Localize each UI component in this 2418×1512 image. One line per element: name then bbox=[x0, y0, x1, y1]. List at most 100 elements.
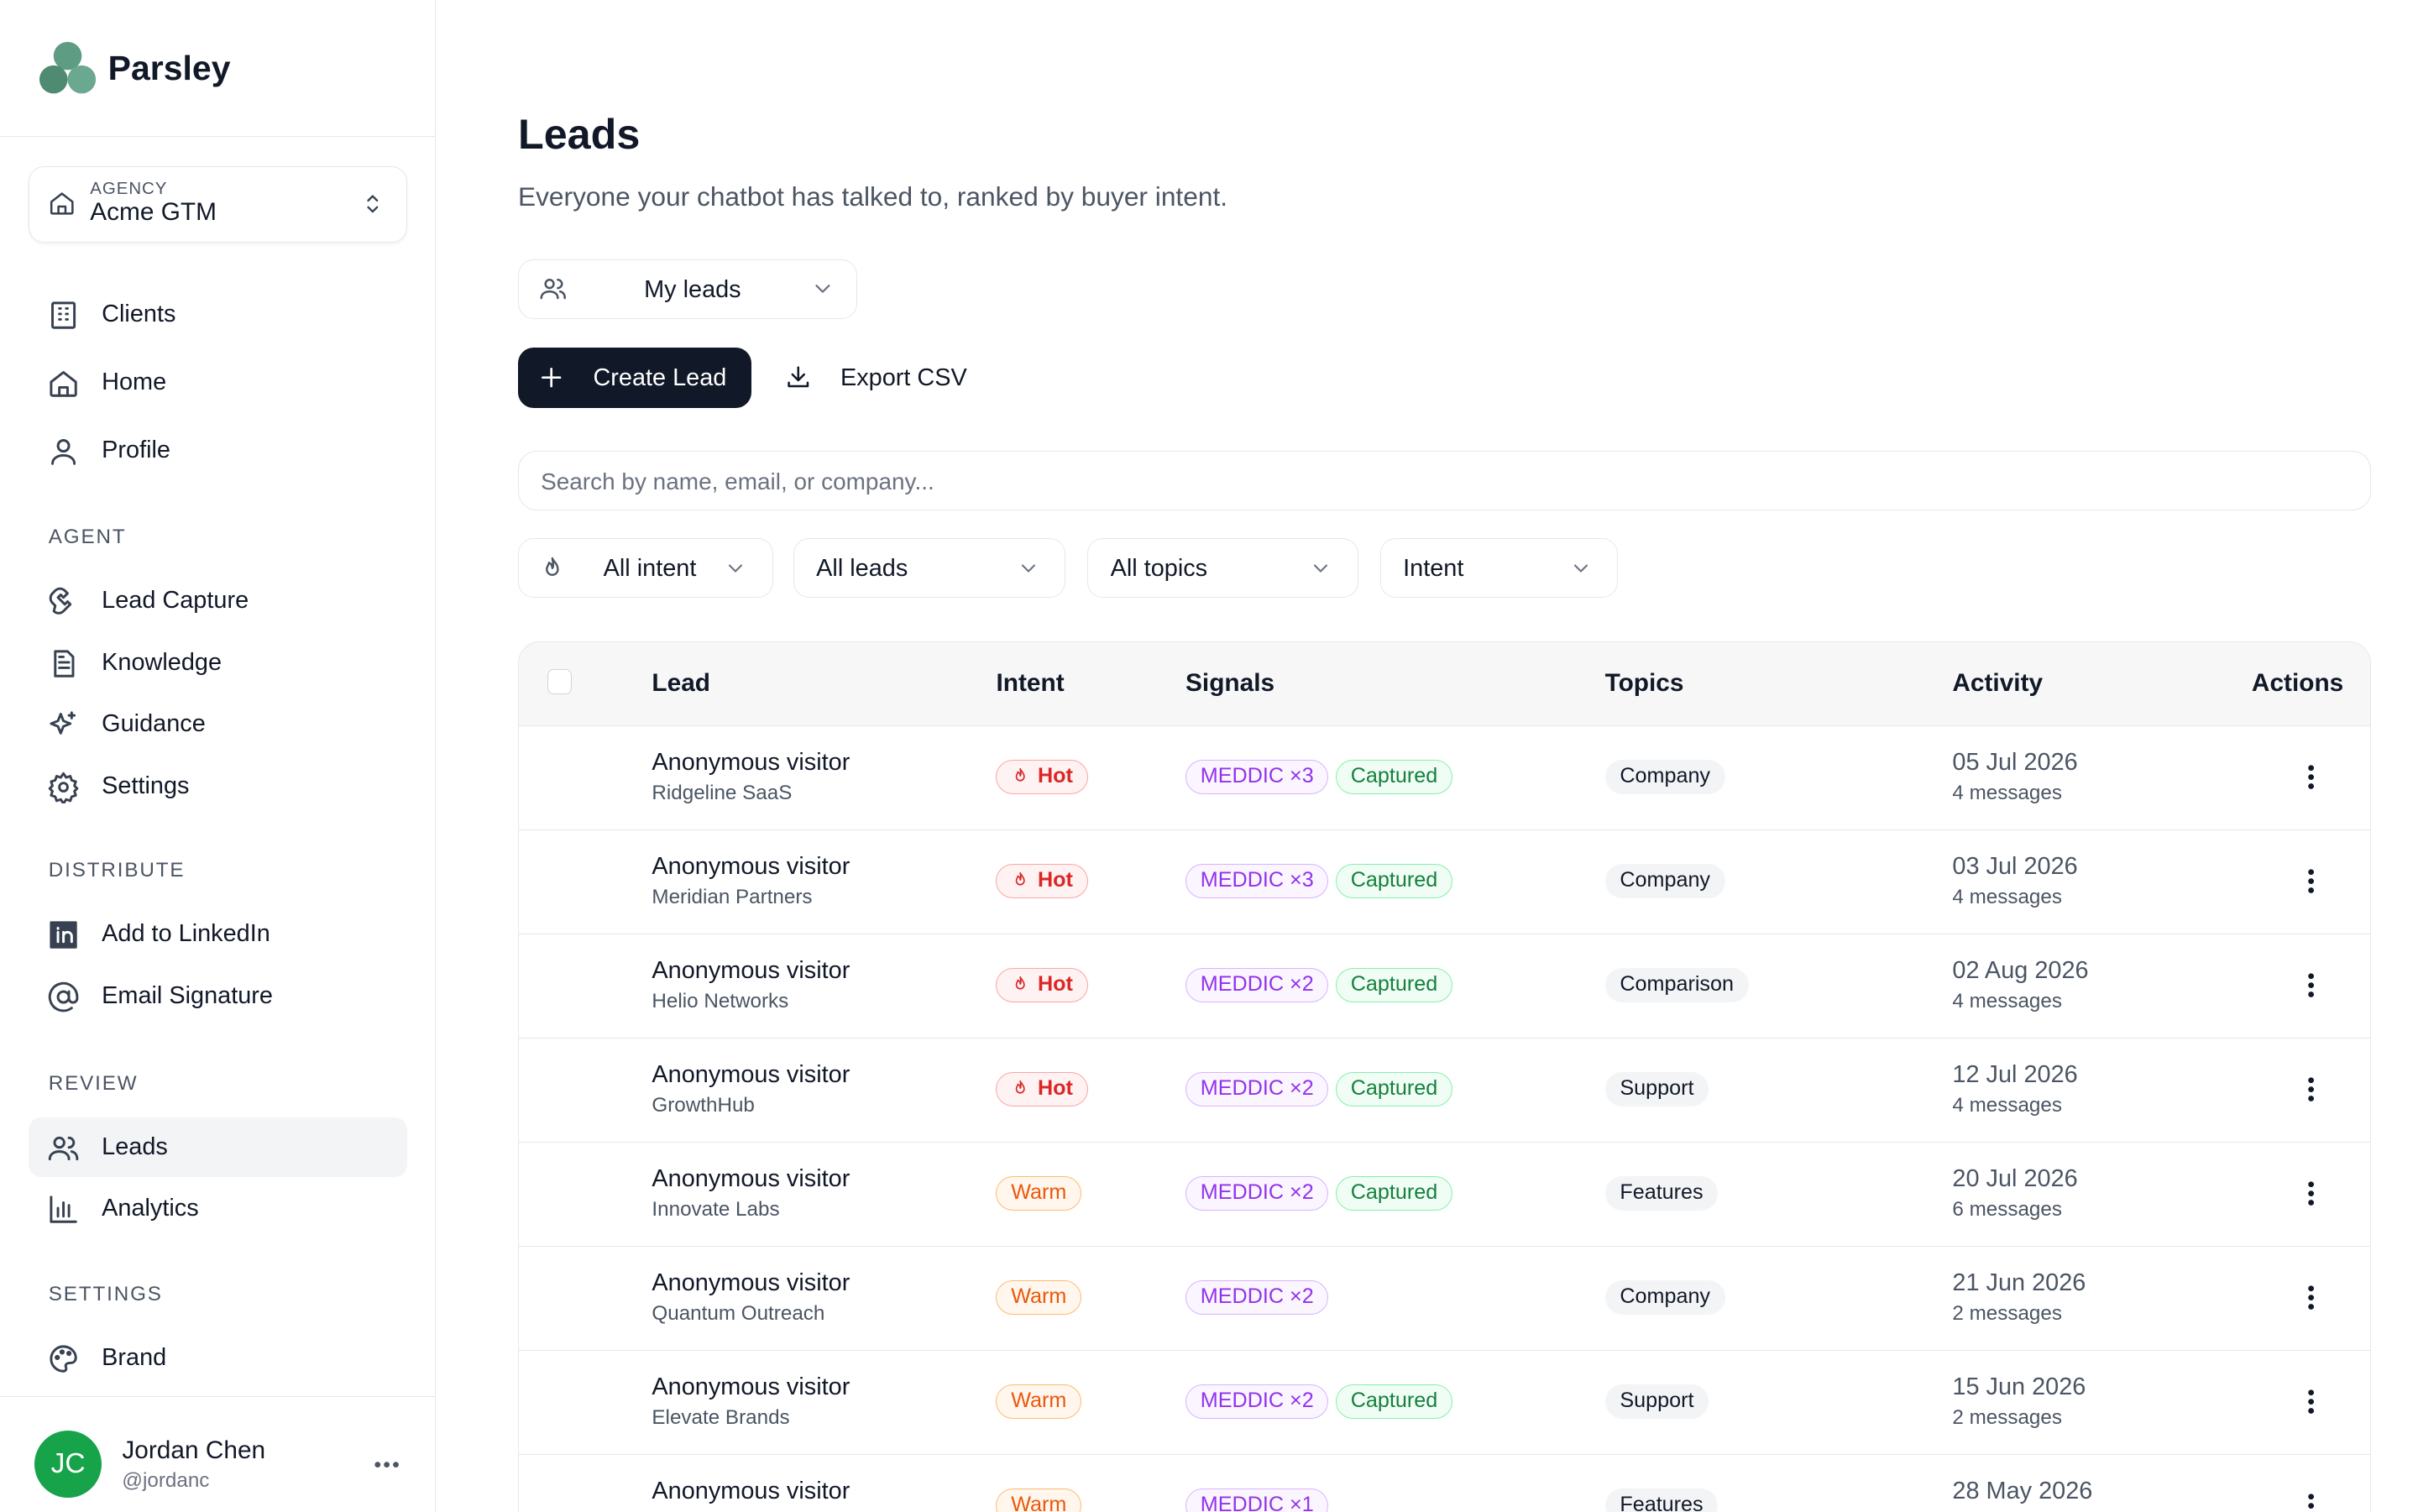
activity-date: 12 Jul 2026 bbox=[1952, 1060, 2078, 1088]
intent-badge: Warm bbox=[996, 1279, 1082, 1315]
icon bbox=[50, 301, 76, 329]
nav-item[interactable]: Settings bbox=[29, 756, 407, 816]
signal-badge: Captured bbox=[1335, 1071, 1452, 1107]
icon bbox=[48, 1136, 79, 1160]
icon bbox=[815, 285, 830, 293]
row-actions[interactable] bbox=[2294, 968, 2328, 1002]
row-actions[interactable] bbox=[2294, 1280, 2328, 1315]
row-actions[interactable] bbox=[2294, 1488, 2328, 1512]
column-header: Actions bbox=[2251, 668, 2344, 697]
activity-date: 15 Jun 2026 bbox=[1952, 1373, 2086, 1400]
row-actions[interactable] bbox=[2294, 1384, 2328, 1419]
nav-item[interactable]: Email Signature bbox=[29, 966, 407, 1026]
export-button[interactable]: Export CSV bbox=[773, 348, 992, 409]
lead-name[interactable]: Anonymous visitor bbox=[652, 852, 850, 880]
brand: Parsley bbox=[107, 48, 231, 87]
icon bbox=[1021, 564, 1035, 573]
select-all-checkbox[interactable] bbox=[547, 668, 573, 694]
nav-item[interactable]: Add to LinkedIn bbox=[29, 904, 407, 964]
nav-item[interactable]: Analytics bbox=[29, 1180, 407, 1239]
workspace-label: AGENCY bbox=[90, 179, 168, 199]
nav-item[interactable]: Clients bbox=[29, 285, 407, 344]
create-button[interactable]: Create Lead bbox=[517, 347, 751, 409]
signal-badge: MEDDIC ×3 bbox=[1185, 760, 1329, 795]
activity-date: 05 Jul 2026 bbox=[1952, 748, 2078, 776]
lead-name[interactable]: Anonymous visitor bbox=[652, 1060, 850, 1088]
filter-label: All intent bbox=[603, 554, 697, 582]
lead-name[interactable]: Anonymous visitor bbox=[652, 1269, 850, 1296]
user-name: Jordan Chen bbox=[122, 1436, 266, 1465]
nav-label: Profile bbox=[102, 437, 170, 464]
page-title: Leads bbox=[517, 110, 641, 159]
view-filter-label: My leads bbox=[644, 276, 741, 304]
topic-badge: Company bbox=[1604, 760, 1725, 795]
icon bbox=[374, 1462, 399, 1468]
table-row: Anonymous visitor Meridian Partners Hot MED… bbox=[518, 829, 2370, 934]
row-actions[interactable] bbox=[2294, 760, 2328, 794]
export-button-label: Export CSV bbox=[840, 364, 967, 392]
icon bbox=[1314, 564, 1328, 573]
topic-badge: Support bbox=[1604, 1384, 1709, 1419]
row-actions[interactable] bbox=[2294, 1176, 2328, 1211]
signal-badge: Captured bbox=[1335, 1384, 1452, 1419]
activity-messages: 2 messages bbox=[1952, 1301, 2062, 1325]
nav-item[interactable]: Profile bbox=[29, 421, 407, 480]
icon bbox=[788, 366, 809, 388]
nav-item[interactable]: Brand bbox=[29, 1329, 407, 1389]
icon bbox=[50, 921, 77, 949]
signal-badge: MEDDIC ×2 bbox=[1185, 1175, 1329, 1211]
filter-dropdown[interactable]: All topics bbox=[1087, 538, 1358, 599]
nav-item[interactable]: Leads bbox=[28, 1117, 407, 1177]
intent-badge: Hot bbox=[996, 967, 1088, 1002]
icon bbox=[1015, 1080, 1025, 1094]
icon bbox=[50, 1195, 77, 1223]
icon bbox=[49, 587, 72, 615]
lead-name[interactable]: Anonymous visitor bbox=[652, 1164, 850, 1192]
filter-dropdown[interactable]: All leads bbox=[793, 538, 1066, 599]
row-actions[interactable] bbox=[2294, 1072, 2328, 1107]
nav-item[interactable]: Knowledge bbox=[29, 633, 407, 693]
signal-badge: MEDDIC ×3 bbox=[1185, 863, 1329, 898]
intent-label: Warm bbox=[1011, 1492, 1067, 1512]
topic-badge: Features bbox=[1604, 1488, 1719, 1512]
icon bbox=[2307, 973, 2314, 997]
lead-name[interactable]: Anonymous visitor bbox=[652, 748, 850, 776]
icon bbox=[367, 194, 379, 212]
search-input[interactable]: Search by name, email, or company... bbox=[517, 450, 2371, 510]
divider bbox=[0, 1395, 436, 1397]
view-filter[interactable]: My leads bbox=[517, 259, 858, 320]
workspace-switcher[interactable]: AGENCY Acme GTM bbox=[28, 165, 407, 243]
icon bbox=[542, 368, 562, 388]
filter-label: All topics bbox=[1110, 554, 1208, 582]
column-header: Intent bbox=[996, 668, 1065, 697]
nav-label: Clients bbox=[102, 300, 176, 327]
topic-badge: Company bbox=[1604, 1279, 1725, 1315]
nav-item[interactable]: Guidance bbox=[29, 695, 407, 755]
signal-badge: Captured bbox=[1335, 967, 1452, 1002]
signal-badge: Captured bbox=[1335, 1175, 1452, 1211]
divider bbox=[0, 136, 436, 137]
row-actions[interactable] bbox=[2294, 864, 2328, 898]
nav-label: Analytics bbox=[102, 1195, 199, 1222]
section-title: SETTINGS bbox=[48, 1283, 163, 1306]
lead-company: Elevate Brands bbox=[652, 1405, 790, 1429]
icon bbox=[50, 1345, 77, 1373]
lead-name[interactable]: Anonymous visitor bbox=[652, 956, 850, 984]
nav-item[interactable]: Home bbox=[29, 353, 407, 412]
filter-dropdown[interactable]: Intent bbox=[1380, 538, 1619, 599]
leads-table: Lead Intent Signals Topics Activity Actions An… bbox=[517, 641, 2371, 1512]
nav-label: Lead Capture bbox=[102, 586, 249, 614]
nav-item[interactable]: Lead Capture bbox=[29, 571, 407, 630]
activity-date: 20 Jul 2026 bbox=[1952, 1164, 2078, 1192]
nav-label: Add to LinkedIn bbox=[102, 920, 270, 948]
nav-label: Brand bbox=[102, 1344, 167, 1372]
icon bbox=[1015, 768, 1025, 782]
icon bbox=[2307, 1285, 2314, 1310]
icon bbox=[48, 772, 79, 804]
lead-name[interactable]: Anonymous visitor bbox=[652, 1373, 850, 1400]
lead-name[interactable]: Anonymous visitor bbox=[652, 1477, 850, 1504]
intent-label: Hot bbox=[1037, 971, 1073, 996]
filter-dropdown[interactable]: All intent bbox=[517, 538, 773, 599]
topic-badge: Comparison bbox=[1604, 967, 1749, 1002]
